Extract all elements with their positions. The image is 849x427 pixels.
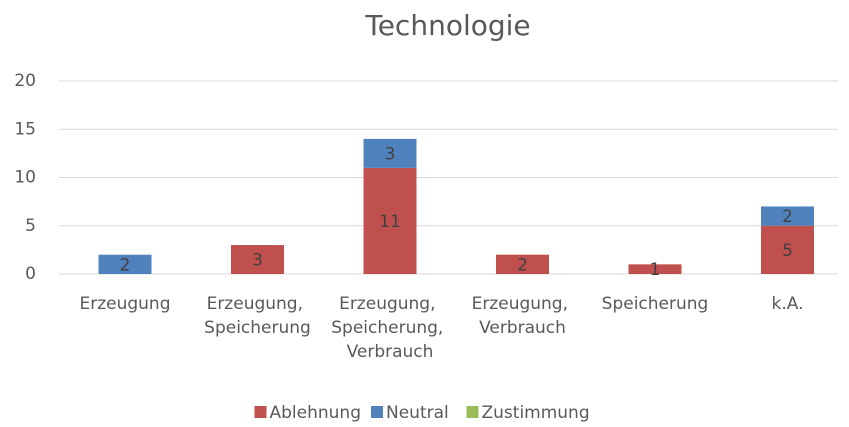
bar-segment xyxy=(761,206,814,226)
data-label: 2 xyxy=(120,255,131,275)
y-tick-label: 5 xyxy=(25,216,36,236)
y-tick-label: 0 xyxy=(25,264,36,284)
x-tick-label: k.A. xyxy=(772,294,804,314)
bar-segment xyxy=(98,254,152,274)
data-label: 3 xyxy=(385,144,396,164)
legend-label: Ablehnung xyxy=(270,403,362,423)
legend-label: Neutral xyxy=(386,403,449,423)
data-label: 2 xyxy=(782,207,793,227)
bar-segment xyxy=(363,138,417,168)
bar-segment xyxy=(761,225,814,274)
legend-swatch xyxy=(254,406,267,418)
data-label: 5 xyxy=(782,241,793,261)
bar-segment xyxy=(628,264,682,274)
x-tick-label: Erzeugung, Speicherung xyxy=(204,294,311,338)
legend-swatch xyxy=(371,406,383,418)
data-label: 11 xyxy=(379,212,401,232)
legend-label: Zustimmung xyxy=(482,403,590,423)
y-tick-label: 10 xyxy=(14,168,36,188)
data-label: 2 xyxy=(517,255,528,275)
data-label: 3 xyxy=(252,251,263,271)
chart-title: Technologie xyxy=(364,9,530,42)
x-tick-label: Speicherung xyxy=(602,294,709,314)
x-tick-label: Erzeugung, Speicherung, Verbrauch xyxy=(331,294,448,362)
bar-segment xyxy=(496,254,549,274)
x-tick-label: Erzeugung xyxy=(79,294,170,314)
y-tick-label: 15 xyxy=(14,119,36,139)
bar-segment xyxy=(231,245,284,274)
x-tick-label: Erzeugung, Verbrauch xyxy=(472,294,574,338)
data-label: 1 xyxy=(650,260,661,280)
legend-swatch xyxy=(466,406,479,418)
bar-segment xyxy=(363,167,417,274)
y-tick-label: 20 xyxy=(14,71,36,91)
